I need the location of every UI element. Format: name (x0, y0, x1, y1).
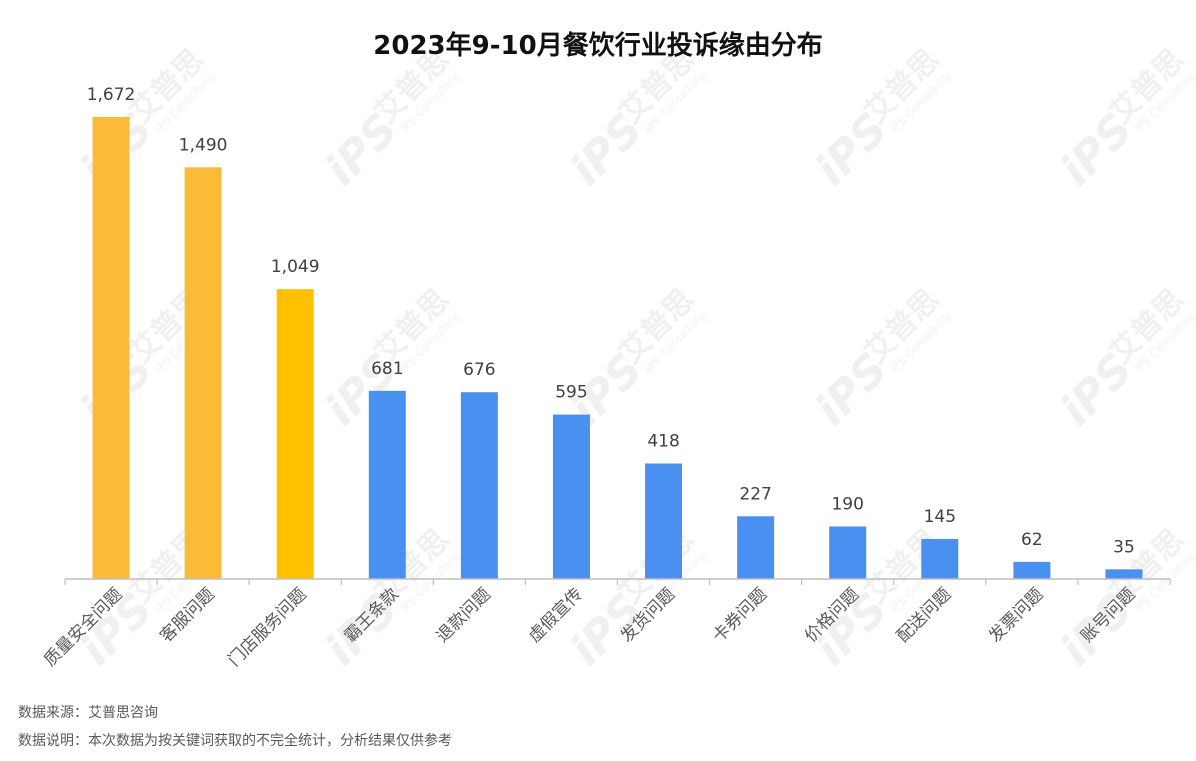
bar (829, 526, 867, 579)
bar (737, 516, 775, 579)
value-label: 35 (1113, 537, 1135, 557)
value-labels-group: 1,672 1,490 1,049 681 676 595 418 227 190 145 62 35 (87, 85, 1135, 557)
bar (184, 167, 222, 579)
bar (1105, 569, 1143, 579)
value-label: 62 (1021, 530, 1043, 550)
bar (368, 390, 406, 579)
bar (460, 392, 498, 579)
value-label: 190 (831, 495, 863, 515)
bar (276, 289, 314, 579)
bar (921, 538, 959, 579)
value-label: 145 (924, 507, 956, 527)
value-label: 1,049 (271, 257, 320, 277)
value-label: 676 (463, 360, 495, 380)
value-label: 595 (555, 383, 587, 403)
x-axis-ticks (64, 579, 1171, 585)
value-label: 1,490 (179, 135, 228, 155)
value-label: 227 (739, 484, 771, 504)
chart-title: 2023年9-10月餐饮行业投诉缘由分布 (373, 30, 822, 61)
bar (1013, 561, 1051, 579)
bar (92, 117, 130, 579)
bar (645, 463, 683, 579)
category-label: 发票问题 (985, 584, 1047, 646)
data-source-note: 数据来源：艾普思咨询 (18, 705, 158, 721)
value-label: 681 (371, 359, 403, 379)
data-explanation-note: 数据说明：本次数据为按关键词获取的不完全统计，分析结果仅供参考 (18, 733, 452, 749)
bars-group (92, 117, 1143, 579)
category-label: 门店服务问题 (224, 584, 310, 670)
category-label: 卡券问题 (709, 584, 771, 646)
value-label: 1,672 (87, 85, 136, 105)
category-label: 退款问题 (433, 584, 495, 646)
bar (552, 414, 590, 579)
value-label: 418 (647, 432, 679, 452)
